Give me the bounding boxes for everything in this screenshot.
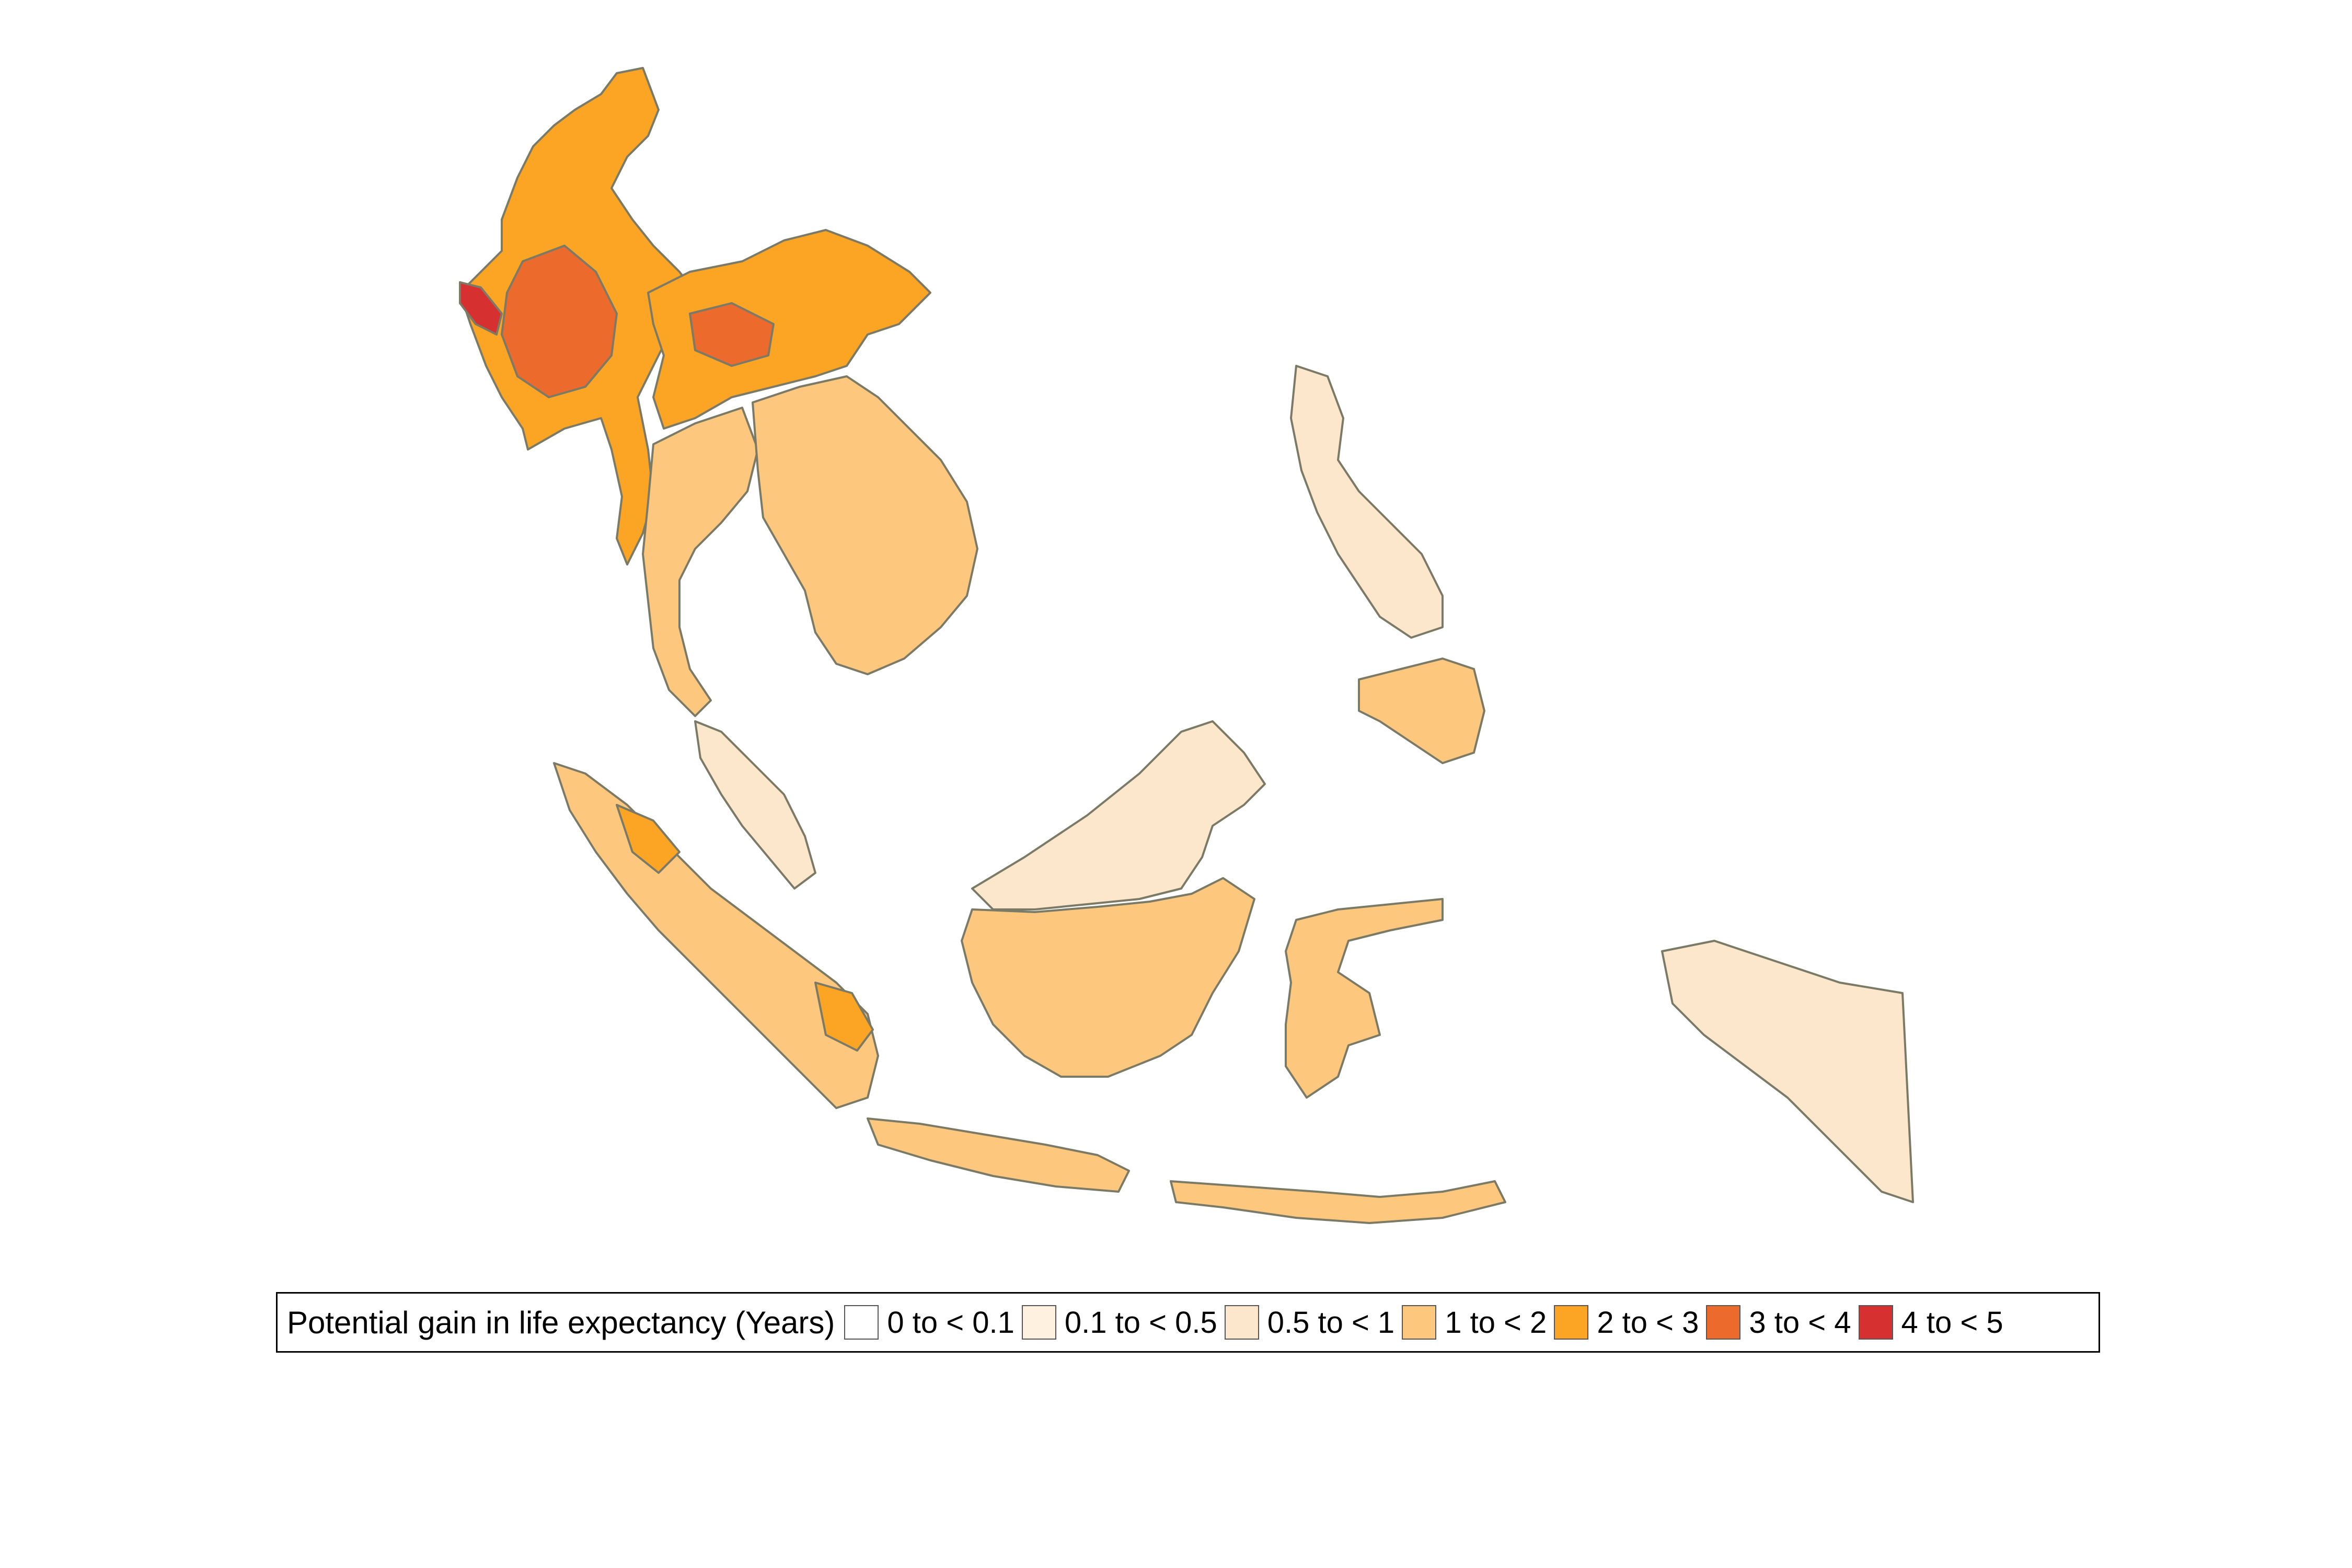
region-kalimantan [961, 877, 1255, 1078]
region-sulawesi [1285, 898, 1444, 1099]
region-myanmar-coast [459, 281, 503, 336]
region-thailand [642, 407, 759, 717]
legend-item: 0.1 to < 0.5 [1021, 1305, 1217, 1340]
legend-item: 0.5 to < 1 [1224, 1305, 1395, 1340]
legend-label: 4 to < 5 [1901, 1305, 2003, 1340]
region-mindanao [1358, 658, 1485, 764]
region-papua [1661, 940, 1914, 1203]
region-laos-vietnam-north [647, 229, 931, 430]
legend-label: 0.5 to < 1 [1267, 1305, 1395, 1340]
region-lesser-sunda [1170, 1180, 1506, 1224]
legend-item: 1 to < 2 [1402, 1305, 1547, 1340]
legend-swatch [1858, 1305, 1893, 1340]
region-sumatra [553, 762, 879, 1109]
region-borneo-north [971, 720, 1266, 910]
legend-swatch [1021, 1305, 1056, 1340]
legend-swatch [1706, 1305, 1741, 1340]
region-cambodia-vietnam-south [752, 375, 978, 675]
legend-item: 0 to < 0.1 [844, 1305, 1014, 1340]
map-legend: Potential gain in life expectancy (Years… [276, 1292, 2100, 1353]
region-vietnam-north-hotspot [689, 302, 775, 367]
legend-item: 3 to < 4 [1706, 1305, 1851, 1340]
legend-label: 0 to < 0.1 [887, 1305, 1014, 1340]
legend-item: 2 to < 3 [1554, 1305, 1699, 1340]
legend-swatch [1402, 1305, 1437, 1340]
legend-label: 2 to < 3 [1597, 1305, 1699, 1340]
region-java [867, 1117, 1130, 1193]
legend-swatch [1224, 1305, 1259, 1340]
region-philippines [1290, 365, 1444, 639]
region-peninsular-malaysia [694, 720, 816, 890]
region-myanmar-central [501, 245, 618, 398]
legend-label: 1 to < 2 [1445, 1305, 1547, 1340]
legend-item: 4 to < 5 [1858, 1305, 2003, 1340]
legend-title: Potential gain in life expectancy (Years… [287, 1305, 835, 1340]
legend-label: 0.1 to < 0.5 [1064, 1305, 1217, 1340]
legend-swatch [844, 1305, 879, 1340]
region-aceh [616, 804, 681, 874]
legend-swatch [1554, 1305, 1589, 1340]
region-jambi [814, 982, 874, 1052]
legend-label: 3 to < 4 [1749, 1305, 1851, 1340]
